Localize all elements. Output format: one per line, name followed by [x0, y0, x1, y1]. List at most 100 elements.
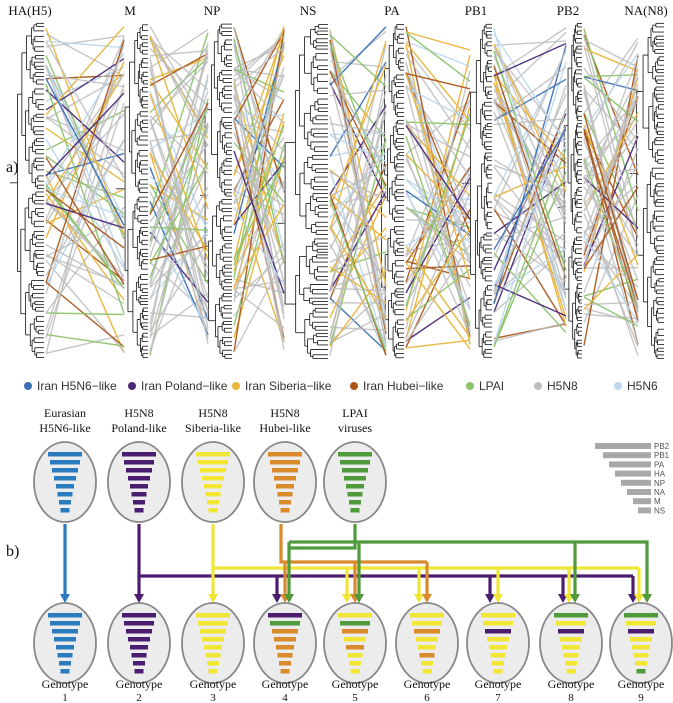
genotype-number: 9 — [638, 692, 644, 703]
genotype-oval — [33, 602, 97, 684]
genotype-segment-bar — [556, 621, 586, 626]
segment-label: M — [124, 3, 136, 18]
link-set-5 — [405, 26, 471, 350]
link-line — [149, 50, 209, 248]
link-line — [233, 31, 285, 122]
link-line — [405, 53, 471, 150]
genotype-oval — [609, 602, 673, 684]
source-segment-bar — [340, 460, 370, 465]
source-segment-bar — [204, 484, 222, 489]
link-line — [583, 186, 639, 270]
key-bar — [603, 452, 651, 459]
genotype-oval — [253, 602, 317, 684]
link-line — [583, 88, 639, 151]
genotype-segment-bar — [202, 637, 224, 642]
link-line — [493, 252, 567, 334]
link-line — [45, 312, 125, 316]
genotype-number: 3 — [210, 692, 216, 703]
tree-7 — [558, 23, 582, 359]
source-segment-bar — [52, 468, 78, 473]
link-line — [233, 243, 285, 317]
genotype-segment-bar — [54, 637, 76, 642]
genotype-segment-bar — [418, 645, 436, 650]
genotype-segment-bar — [624, 613, 658, 618]
genotype-segment-bar — [490, 653, 506, 658]
link-line — [149, 56, 209, 81]
link-line — [233, 47, 285, 89]
link-line — [583, 77, 639, 123]
link-line — [583, 83, 639, 252]
genotype-segment-bar — [421, 661, 433, 666]
source-oval — [33, 441, 97, 523]
source-title-line2: Poland-like — [111, 421, 166, 435]
source-segment-bar — [126, 468, 152, 473]
source-segment-bar — [207, 500, 219, 505]
genotype-segment-bar — [554, 613, 588, 618]
link-line — [149, 161, 209, 265]
legend-marker — [614, 382, 622, 390]
link-line — [149, 52, 209, 87]
link-line — [45, 73, 125, 203]
genotype-segment-bar — [48, 613, 82, 618]
legend-marker — [128, 382, 136, 390]
link-line — [149, 39, 209, 134]
source-segment-bar — [134, 508, 144, 513]
link-line — [149, 57, 209, 344]
link-line — [405, 63, 471, 261]
link-line — [493, 99, 567, 279]
link-line — [493, 216, 567, 241]
link-line — [45, 40, 125, 49]
link-line — [583, 76, 639, 92]
source-segment-bar — [268, 452, 302, 457]
genotype-segment-bar — [200, 629, 226, 634]
genotype-label: Genotype — [332, 677, 379, 691]
lineage-legend: Iran H5N6−like Iran Poland−like Iran Siber… — [24, 379, 658, 393]
link-line — [583, 162, 639, 344]
genotype-segment-bar — [60, 669, 70, 674]
link-line — [233, 150, 285, 294]
link-line — [583, 53, 639, 130]
link-line — [149, 38, 209, 91]
source-segment-bar — [54, 476, 76, 481]
segment-label: HA(H5) — [8, 3, 51, 18]
genotype-label: Genotype — [42, 677, 89, 691]
link-line — [329, 43, 387, 191]
link-line — [233, 289, 285, 329]
source-segment-bar — [277, 492, 293, 497]
genotype-label: Genotype — [190, 677, 237, 691]
key-bar — [627, 489, 651, 495]
link-line — [405, 125, 471, 220]
link-line — [405, 244, 471, 343]
link-line — [45, 92, 125, 177]
link-line — [45, 74, 125, 88]
link-line — [493, 144, 567, 287]
genotype-segment-bar — [349, 661, 361, 666]
key-bar — [595, 443, 651, 449]
genotype-oval — [395, 602, 459, 684]
genotype-segment-bar — [416, 637, 438, 642]
panel-b-label: b) — [6, 543, 19, 560]
key-segment-label: NA — [654, 488, 666, 497]
source-title-line1: H5N8 — [198, 406, 227, 420]
link-line — [149, 131, 209, 142]
arrowhead — [134, 594, 144, 603]
genotype-segment-bar — [346, 645, 364, 650]
link-line — [329, 47, 387, 330]
link-line — [583, 35, 639, 238]
link-line — [405, 169, 471, 258]
link-line — [45, 64, 125, 220]
link-line — [329, 40, 387, 231]
segment-label: PA — [384, 3, 400, 18]
genotype-segment-bar — [635, 661, 647, 666]
genotype-segment-bar — [563, 653, 579, 658]
arrow-path — [279, 524, 427, 564]
link-line — [149, 233, 209, 289]
genotype-segment-bar — [268, 613, 302, 618]
legend-marker — [232, 382, 240, 390]
link-line — [233, 27, 285, 193]
